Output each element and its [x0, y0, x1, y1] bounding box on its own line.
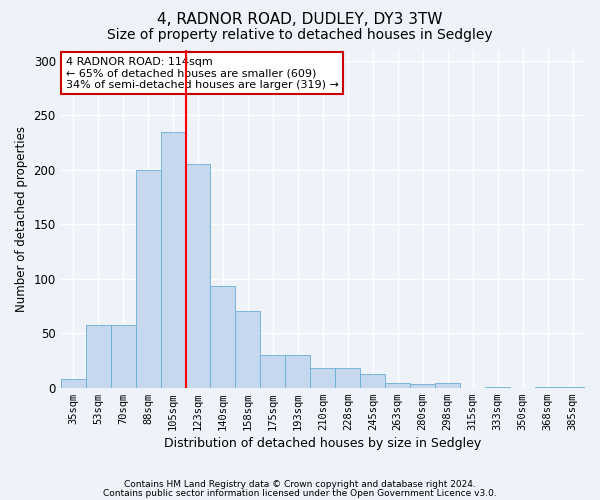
Bar — [161, 132, 185, 388]
Text: 4, RADNOR ROAD, DUDLEY, DY3 3TW: 4, RADNOR ROAD, DUDLEY, DY3 3TW — [157, 12, 443, 28]
Text: Size of property relative to detached houses in Sedgley: Size of property relative to detached ho… — [107, 28, 493, 42]
X-axis label: Distribution of detached houses by size in Sedgley: Distribution of detached houses by size … — [164, 437, 481, 450]
Text: Contains HM Land Registry data © Crown copyright and database right 2024.: Contains HM Land Registry data © Crown c… — [124, 480, 476, 489]
Y-axis label: Number of detached properties: Number of detached properties — [15, 126, 28, 312]
Bar — [360, 374, 385, 388]
Bar — [410, 384, 435, 388]
Bar — [235, 312, 260, 388]
Bar — [61, 379, 86, 388]
Bar — [86, 324, 110, 388]
Bar — [211, 286, 235, 388]
Bar — [260, 355, 286, 388]
Text: 4 RADNOR ROAD: 114sqm
← 65% of detached houses are smaller (609)
34% of semi-det: 4 RADNOR ROAD: 114sqm ← 65% of detached … — [66, 57, 339, 90]
Bar — [435, 384, 460, 388]
Bar — [535, 386, 560, 388]
Bar — [385, 384, 410, 388]
Bar — [110, 324, 136, 388]
Bar — [560, 386, 585, 388]
Bar — [185, 164, 211, 388]
Bar — [335, 368, 360, 388]
Bar — [136, 170, 161, 388]
Text: Contains public sector information licensed under the Open Government Licence v3: Contains public sector information licen… — [103, 489, 497, 498]
Bar — [286, 355, 310, 388]
Bar — [310, 368, 335, 388]
Bar — [485, 386, 510, 388]
